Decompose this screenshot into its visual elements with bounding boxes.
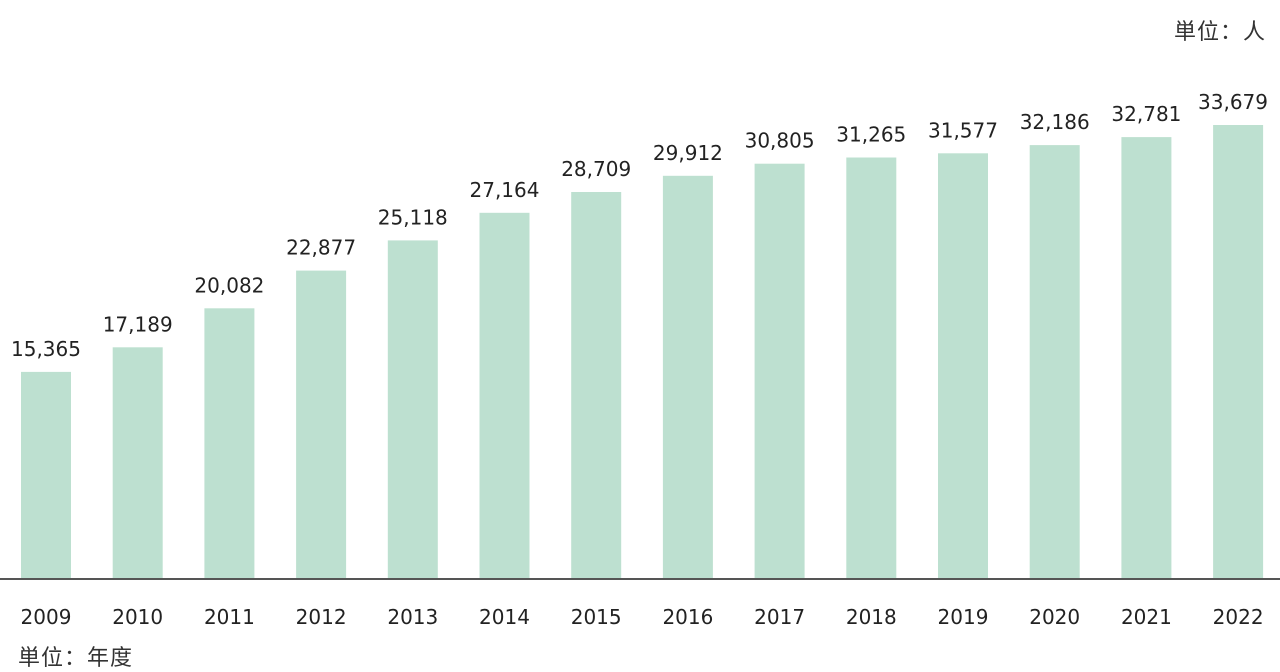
category-label-2016: 2016 bbox=[662, 605, 713, 629]
category-label-2010: 2010 bbox=[112, 605, 163, 629]
category-label-2011: 2011 bbox=[204, 605, 255, 629]
category-label-2019: 2019 bbox=[938, 605, 989, 629]
bar-2015 bbox=[571, 192, 622, 579]
category-label-2012: 2012 bbox=[296, 605, 347, 629]
value-label-2009: 15,365 bbox=[11, 337, 81, 361]
bar-2022 bbox=[1213, 125, 1264, 579]
value-label-2021: 32,781 bbox=[1111, 102, 1181, 126]
value-label-2011: 20,082 bbox=[194, 273, 264, 297]
category-label-2020: 2020 bbox=[1029, 605, 1080, 629]
category-label-2013: 2013 bbox=[387, 605, 438, 629]
value-label-2018: 31,265 bbox=[836, 123, 906, 147]
bar-2017 bbox=[754, 163, 805, 579]
category-label-2017: 2017 bbox=[754, 605, 805, 629]
value-label-2014: 27,164 bbox=[470, 178, 540, 202]
bar-2019 bbox=[938, 153, 988, 580]
category-label-2009: 2009 bbox=[21, 605, 72, 629]
category-label-2018: 2018 bbox=[846, 605, 897, 629]
bar-2011 bbox=[204, 308, 255, 579]
bar-2009 bbox=[21, 371, 71, 579]
y-unit-label: 単位：人 bbox=[1173, 20, 1266, 45]
value-label-2020: 32,186 bbox=[1020, 110, 1090, 134]
bar-2016 bbox=[662, 175, 713, 580]
bar-2013 bbox=[387, 240, 438, 579]
bar-2014 bbox=[479, 212, 530, 580]
x-unit-label: 単位：年度 bbox=[18, 646, 134, 671]
bar-2020 bbox=[1029, 145, 1080, 579]
value-label-2013: 25,118 bbox=[378, 205, 448, 229]
value-label-2010: 17,189 bbox=[103, 312, 173, 336]
value-label-2019: 31,577 bbox=[928, 118, 998, 142]
value-label-2017: 30,805 bbox=[745, 129, 815, 153]
bar-2012 bbox=[296, 270, 347, 579]
value-label-2016: 29,912 bbox=[653, 141, 723, 165]
category-label-2015: 2015 bbox=[571, 605, 622, 629]
value-label-2012: 22,877 bbox=[286, 236, 356, 260]
category-label-2021: 2021 bbox=[1121, 605, 1172, 629]
value-label-2022: 33,679 bbox=[1198, 90, 1268, 114]
category-label-2022: 2022 bbox=[1213, 605, 1264, 629]
bar-2010 bbox=[112, 347, 163, 579]
category-label-2014: 2014 bbox=[479, 605, 530, 629]
bar-2021 bbox=[1121, 137, 1172, 579]
bar-2018 bbox=[846, 157, 897, 579]
value-label-2015: 28,709 bbox=[561, 157, 631, 181]
